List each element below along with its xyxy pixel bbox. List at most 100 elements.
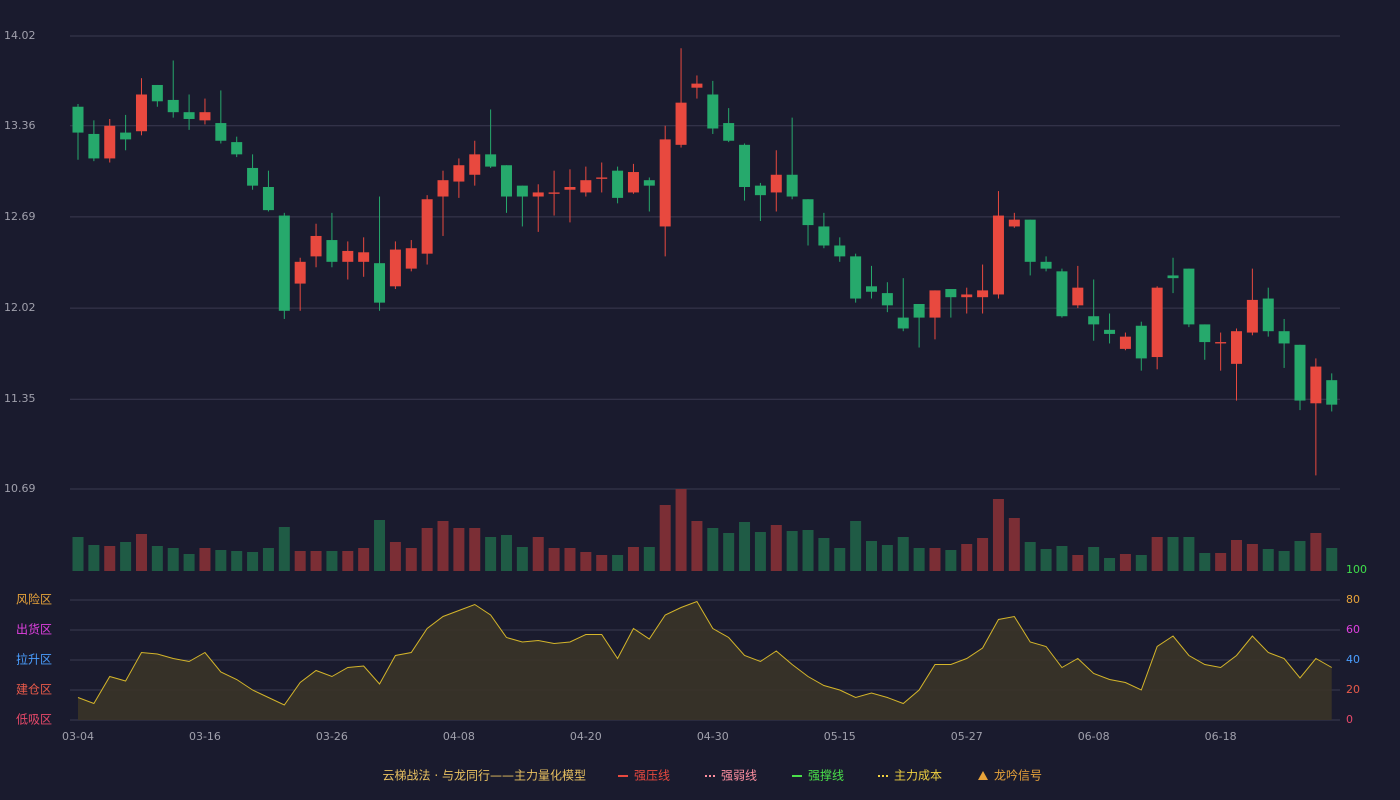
candle-body bbox=[405, 248, 417, 269]
candle-body bbox=[469, 154, 481, 175]
legend-label: 强压线 bbox=[634, 769, 670, 783]
volume-bar bbox=[358, 548, 370, 571]
volume-bar bbox=[770, 525, 782, 571]
volume-bar bbox=[72, 537, 84, 571]
volume-bar bbox=[326, 551, 338, 571]
y-tick-label: 13.36 bbox=[4, 119, 36, 132]
volume-bar bbox=[707, 528, 719, 571]
volume-bar bbox=[278, 527, 290, 571]
volume-bar bbox=[1215, 553, 1227, 571]
candle-body bbox=[262, 187, 274, 211]
volume-bar bbox=[135, 534, 147, 571]
volume-bar bbox=[199, 548, 211, 571]
candle-body bbox=[786, 174, 798, 197]
candle-body bbox=[913, 303, 925, 318]
candle-body bbox=[72, 106, 84, 133]
volume-bar bbox=[1151, 537, 1163, 571]
volume-bar bbox=[453, 528, 465, 571]
volume-bar bbox=[564, 548, 576, 571]
candle-body bbox=[278, 215, 290, 311]
candle-body bbox=[167, 99, 179, 113]
volume-bar bbox=[961, 544, 973, 571]
volume-bar bbox=[643, 547, 655, 571]
volume-bar bbox=[1231, 540, 1243, 571]
candle-body bbox=[691, 83, 703, 88]
candle-body bbox=[500, 165, 512, 197]
legend-label: 龙吟信号 bbox=[994, 768, 1042, 783]
volume-bar bbox=[929, 548, 941, 571]
candle-body bbox=[834, 245, 846, 257]
candle-body bbox=[723, 123, 735, 141]
volume-bar bbox=[992, 499, 1004, 571]
volume-bar bbox=[389, 542, 401, 571]
y2-tick-label: 20 bbox=[1346, 683, 1360, 696]
candle-body bbox=[850, 256, 862, 299]
x-tick-label: 05-15 bbox=[824, 730, 856, 743]
candle-body bbox=[358, 252, 370, 262]
volume-bar bbox=[1104, 558, 1116, 571]
legend-label: 强撑线 bbox=[808, 768, 844, 783]
x-tick-label: 06-08 bbox=[1078, 730, 1110, 743]
candle-body bbox=[1024, 219, 1036, 262]
volume-bar bbox=[881, 545, 893, 571]
volume-bar bbox=[1119, 554, 1131, 571]
candle-body bbox=[1326, 380, 1338, 405]
candle-body bbox=[151, 84, 163, 102]
volume-bar bbox=[818, 538, 830, 571]
candle-body bbox=[247, 167, 259, 186]
candle-body bbox=[294, 261, 306, 284]
zone-label: 出货区 bbox=[16, 622, 52, 637]
volume-bar bbox=[897, 537, 909, 571]
volume-bar bbox=[1040, 549, 1052, 571]
candle-body bbox=[1199, 324, 1211, 343]
legend-marker bbox=[978, 771, 988, 780]
candle-body bbox=[104, 125, 116, 159]
volume-bar bbox=[1310, 533, 1322, 571]
volume-bar bbox=[215, 550, 227, 571]
candle-body bbox=[1231, 331, 1243, 364]
indicator-line bbox=[77, 600, 1332, 706]
volume-bar bbox=[834, 548, 846, 571]
candle-body bbox=[739, 144, 751, 187]
volume-bar bbox=[913, 548, 925, 571]
candle-body bbox=[548, 192, 560, 194]
volume-bar bbox=[342, 551, 354, 571]
candle-body bbox=[1072, 287, 1084, 306]
legend-label: 主力成本 bbox=[894, 769, 942, 783]
volume-bar bbox=[866, 541, 877, 571]
y2-tick-label: 100 bbox=[1346, 563, 1367, 576]
volume-bar bbox=[532, 537, 544, 571]
volume-bar bbox=[786, 531, 798, 571]
candle-body bbox=[929, 290, 941, 318]
volume-bar bbox=[1278, 551, 1290, 571]
y2-tick-label: 80 bbox=[1346, 593, 1360, 606]
y-tick-label: 12.02 bbox=[4, 301, 36, 314]
candle-body bbox=[1008, 219, 1020, 227]
candle-body bbox=[977, 290, 989, 298]
legend-label: 强弱线 bbox=[721, 769, 757, 783]
volume-bar bbox=[183, 554, 195, 571]
candle-body bbox=[627, 172, 639, 193]
candle-body bbox=[1294, 344, 1306, 401]
candle-body bbox=[802, 199, 814, 226]
candle-body bbox=[437, 180, 449, 197]
candle-body bbox=[120, 132, 132, 140]
candle-body bbox=[485, 154, 497, 167]
candle-body bbox=[818, 226, 830, 246]
volume-bar bbox=[294, 551, 306, 571]
candle-body bbox=[1183, 268, 1195, 325]
x-tick-label: 04-20 bbox=[570, 730, 602, 743]
candle-body bbox=[659, 139, 671, 227]
x-tick-label: 04-30 bbox=[697, 730, 729, 743]
candle-body bbox=[1135, 325, 1147, 359]
candle-body bbox=[1262, 298, 1274, 332]
volume-bar bbox=[675, 489, 687, 571]
candle-body bbox=[1119, 336, 1131, 349]
volume-bar bbox=[405, 548, 417, 571]
volume-bar bbox=[437, 521, 449, 571]
volume-bar bbox=[1135, 555, 1147, 571]
candle-body bbox=[596, 177, 608, 179]
candle-body bbox=[1056, 271, 1068, 317]
